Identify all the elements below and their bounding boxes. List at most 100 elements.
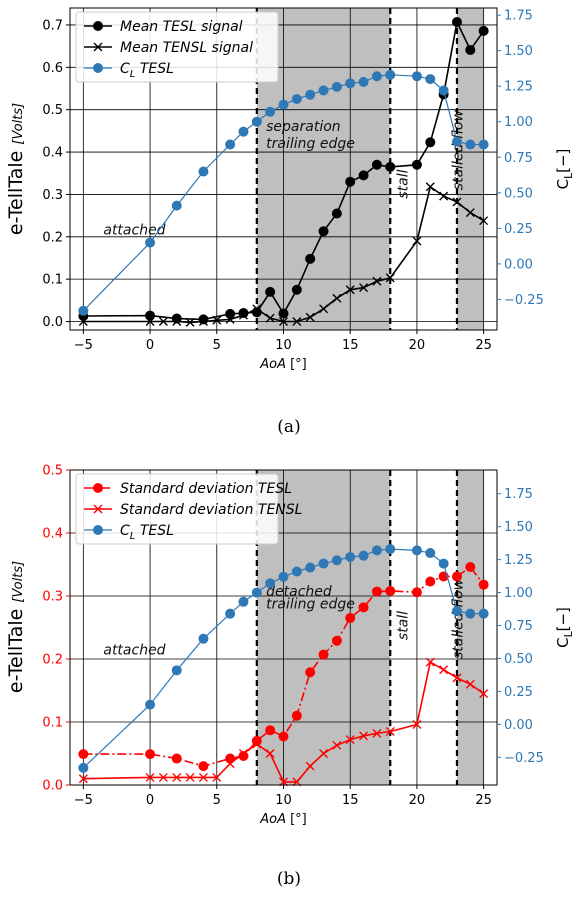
y-left-tick-label: 0.0 [42,315,63,330]
y-right-tick-label: 1.25 [504,80,533,95]
data-point [265,749,275,758]
data-point [212,772,222,782]
data-point [319,304,329,314]
data-point [145,317,155,327]
data-point [305,761,315,771]
y-right-tick-label: 1.75 [504,9,533,24]
data-point [198,761,209,772]
legend-marker [93,21,103,31]
data-point [358,76,369,87]
data-point [372,276,382,286]
x-tick-label: 5 [213,793,221,808]
y-left-tick-label: 0.1 [42,716,63,731]
data-point [145,699,156,710]
x-tick-label: 15 [342,338,359,353]
y-right-axis-label: CL[−] [554,149,575,190]
data-point [331,555,342,566]
data-point [265,578,276,589]
data-point [385,273,395,283]
data-point [425,74,436,85]
data-point [145,772,155,782]
y-left-tick-label: 0.3 [42,188,63,203]
data-point [238,596,249,607]
annotation-label: stall [396,611,412,640]
data-point [452,673,462,683]
y-right-tick-label: 1.25 [504,553,533,568]
y-left-tick-label: 0.4 [42,527,63,542]
y-right-tick-label: 0.50 [504,186,533,201]
data-point [265,106,276,117]
data-point [305,89,316,100]
data-point [451,136,462,147]
y-left-axis-label: e-TellTale [Volts] [5,561,27,693]
x-tick-label: 15 [342,793,359,808]
y-left-tick-label: 0.0 [42,779,63,794]
data-point [439,191,449,201]
y-right-tick-label: −0.25 [504,751,544,766]
data-point [171,200,182,211]
data-point [225,308,236,319]
data-point [225,759,235,769]
data-point [225,753,236,764]
data-point [251,587,262,598]
annotation-label: detached [266,584,332,600]
figure-caption: (b) [277,869,301,889]
series-line [83,660,485,783]
data-point [318,649,329,660]
data-point [292,317,302,327]
data-point [265,286,276,297]
data-point [345,613,356,624]
data-point [425,137,436,148]
data-point [332,740,342,750]
y-left-tick-label: 0.5 [42,464,63,479]
y-left-tick-label: 0.4 [42,146,63,161]
data-point [252,739,262,749]
legend-label: Mean TENSL signal [120,40,253,56]
x-tick-label: 20 [409,793,426,808]
y-right-tick-label: 0.00 [504,718,533,733]
legend-marker [93,504,103,514]
y-left-tick-label: 0.2 [42,653,63,668]
data-point [359,731,369,741]
data-point [172,317,182,327]
data-point [371,71,382,82]
data-point [425,657,435,667]
data-point [331,208,342,219]
shaded-region [456,8,484,330]
data-point [212,315,222,325]
data-point [465,608,476,619]
data-point [438,85,449,96]
data-point [278,308,289,319]
data-point [371,159,382,170]
data-point [331,635,342,646]
legend-label: Standard deviation TENSL [120,502,302,518]
data-point [319,749,329,758]
y-left-tick-label: 0.1 [42,273,63,288]
data-point [238,310,248,320]
data-point [238,126,249,137]
data-point [371,545,382,556]
legend-label: Standard deviation TESL [120,481,292,497]
data-point [198,633,209,644]
annotation-label: trailing edge [266,597,355,613]
x-axis-label: AoA [°] [259,812,307,827]
data-point [251,735,262,746]
legend-marker [93,42,103,52]
data-point [278,571,289,582]
data-point [465,44,476,55]
data-point [279,317,288,327]
y-right-tick-label: 0.25 [504,685,533,700]
data-point [185,772,195,782]
data-point [451,571,462,582]
x-axis-label: AoA [°] [259,357,307,372]
data-point [371,586,382,597]
data-point [78,774,88,784]
data-point [465,208,475,218]
data-point [78,749,89,760]
legend-box [75,11,279,83]
data-point [198,314,209,325]
y-right-tick-label: 0.25 [504,222,533,237]
data-point [345,551,356,562]
data-point [425,576,436,587]
